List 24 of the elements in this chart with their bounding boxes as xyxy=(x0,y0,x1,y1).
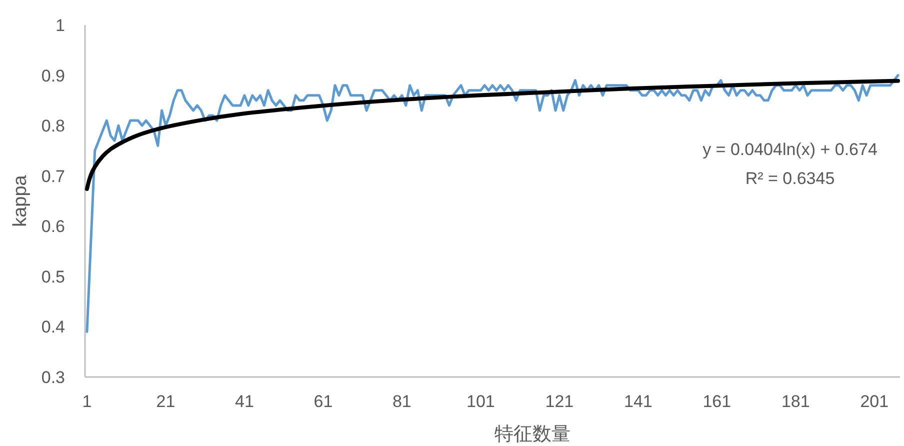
x-tick-label: 81 xyxy=(392,392,412,411)
y-tick-label: 1 xyxy=(56,16,65,35)
annotation: y = 0.0404ln(x) + 0.674 xyxy=(702,140,878,159)
x-tick-label: 161 xyxy=(702,392,732,411)
x-tick-label: 121 xyxy=(545,392,574,411)
x-tick-label: 21 xyxy=(156,392,176,411)
x-tick-label: 1 xyxy=(82,392,92,411)
y-tick-label: 0.9 xyxy=(41,66,65,86)
y-axis-title: kappa xyxy=(10,174,31,227)
y-tick-label: 0.8 xyxy=(41,116,65,136)
line-series xyxy=(84,78,900,191)
x-tick-label: 181 xyxy=(781,392,810,411)
x-tick-label: 41 xyxy=(234,392,254,411)
y-tick-label: 0.7 xyxy=(41,166,65,186)
y-tick-label: 0.5 xyxy=(41,267,65,286)
x-tick-label: 141 xyxy=(624,392,652,411)
y-tick-label: 0.3 xyxy=(41,368,65,387)
y-tick-label: 0.6 xyxy=(41,217,65,236)
x-tick-label: 61 xyxy=(314,392,333,411)
annotation: R² = 0.6345 xyxy=(745,169,835,188)
x-tick-label: 101 xyxy=(466,392,495,411)
y-tick-label: 0.4 xyxy=(41,318,65,337)
x-tick-label: 201 xyxy=(860,392,889,411)
x-axis-title: 特征数量 xyxy=(494,424,570,445)
